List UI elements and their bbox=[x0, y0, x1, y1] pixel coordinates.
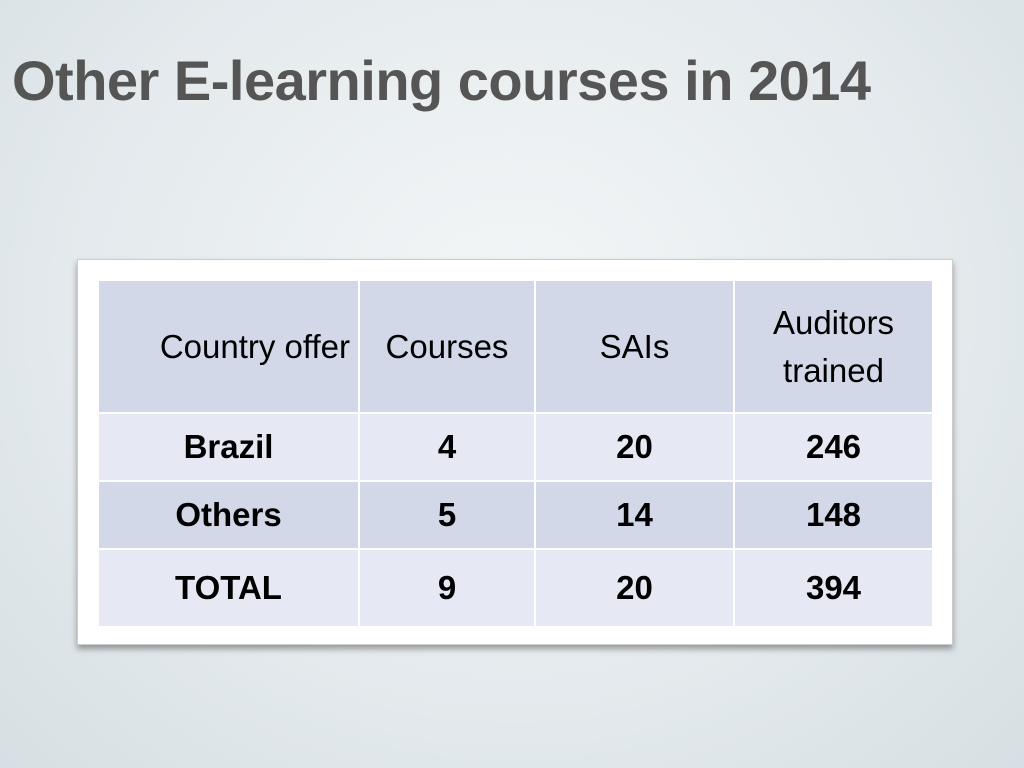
row-label: TOTAL bbox=[97, 548, 360, 628]
column-header: Courses bbox=[358, 279, 536, 414]
slide-title: Other E-learning courses in 2014 bbox=[12, 49, 871, 112]
row-label: Others bbox=[97, 480, 360, 550]
table-cell: 20 bbox=[534, 412, 735, 482]
data-table: Country offer Courses SAIs Auditors trained… bbox=[97, 279, 934, 628]
table-frame: Country offer Courses SAIs Auditors trained… bbox=[77, 259, 953, 645]
table-row: Others 5 14 148 bbox=[97, 480, 934, 550]
table-cell: 4 bbox=[358, 412, 536, 482]
column-header: Country offer bbox=[97, 279, 360, 414]
table-cell: 14 bbox=[534, 480, 735, 550]
row-label: Brazil bbox=[97, 412, 360, 482]
table-row: TOTAL 9 20 394 bbox=[97, 548, 934, 628]
table-cell: 20 bbox=[534, 548, 735, 628]
column-header: SAIs bbox=[534, 279, 735, 414]
table-cell: 148 bbox=[733, 480, 934, 550]
column-header: Auditors trained bbox=[733, 279, 934, 414]
table-cell: 394 bbox=[733, 548, 934, 628]
header-row: Country offer Courses SAIs Auditors trained bbox=[97, 279, 934, 414]
table-cell: 9 bbox=[358, 548, 536, 628]
table-cell: 5 bbox=[358, 480, 536, 550]
table-row: Brazil 4 20 246 bbox=[97, 412, 934, 482]
table-cell: 246 bbox=[733, 412, 934, 482]
